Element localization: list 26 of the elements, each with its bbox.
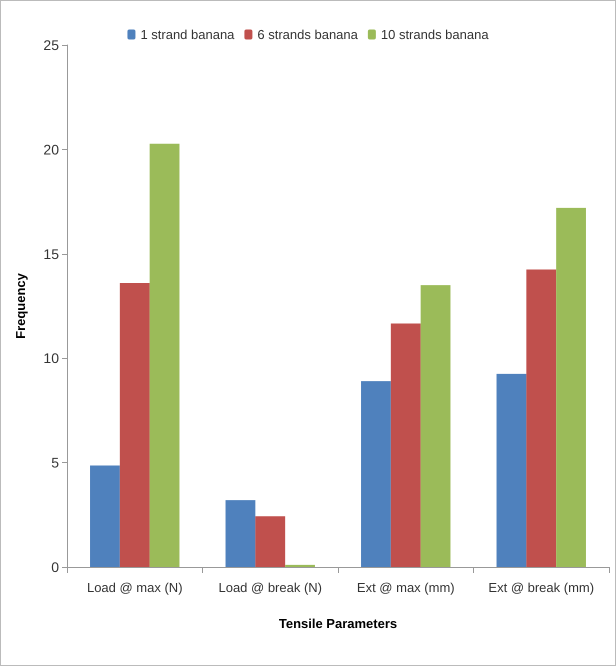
x-tick-label: Ext @ max (mm) xyxy=(356,580,455,595)
y-tick-label: 20 xyxy=(43,141,60,158)
y-tick-label: 0 xyxy=(51,559,60,575)
legend-label: 1 strand banana xyxy=(140,27,236,42)
bar xyxy=(556,208,586,567)
y-axis-title: Frequency xyxy=(13,272,28,339)
x-tick-label: Load @ max (N) xyxy=(86,580,183,595)
y-tick-label: 10 xyxy=(43,350,60,366)
y-tick-label: 5 xyxy=(51,454,60,471)
bar xyxy=(420,285,450,567)
x-tick-label: Ext @ break (mm) xyxy=(488,580,594,595)
bar xyxy=(390,324,421,567)
bar xyxy=(150,144,180,567)
bar xyxy=(90,466,120,567)
legend-label: 6 strands banana xyxy=(257,27,359,42)
bar xyxy=(120,283,150,567)
bar xyxy=(496,374,526,567)
bar xyxy=(255,516,286,567)
x-tick-label: Load @ break (N) xyxy=(218,580,322,595)
y-tick-label: 15 xyxy=(43,246,60,262)
bar xyxy=(361,381,391,567)
x-axis-title: Tensile Parameters xyxy=(278,616,398,631)
bar xyxy=(526,269,556,567)
y-tick-label: 25 xyxy=(43,37,60,53)
bar xyxy=(226,500,256,567)
legend-label: 10 strands banana xyxy=(380,27,490,42)
